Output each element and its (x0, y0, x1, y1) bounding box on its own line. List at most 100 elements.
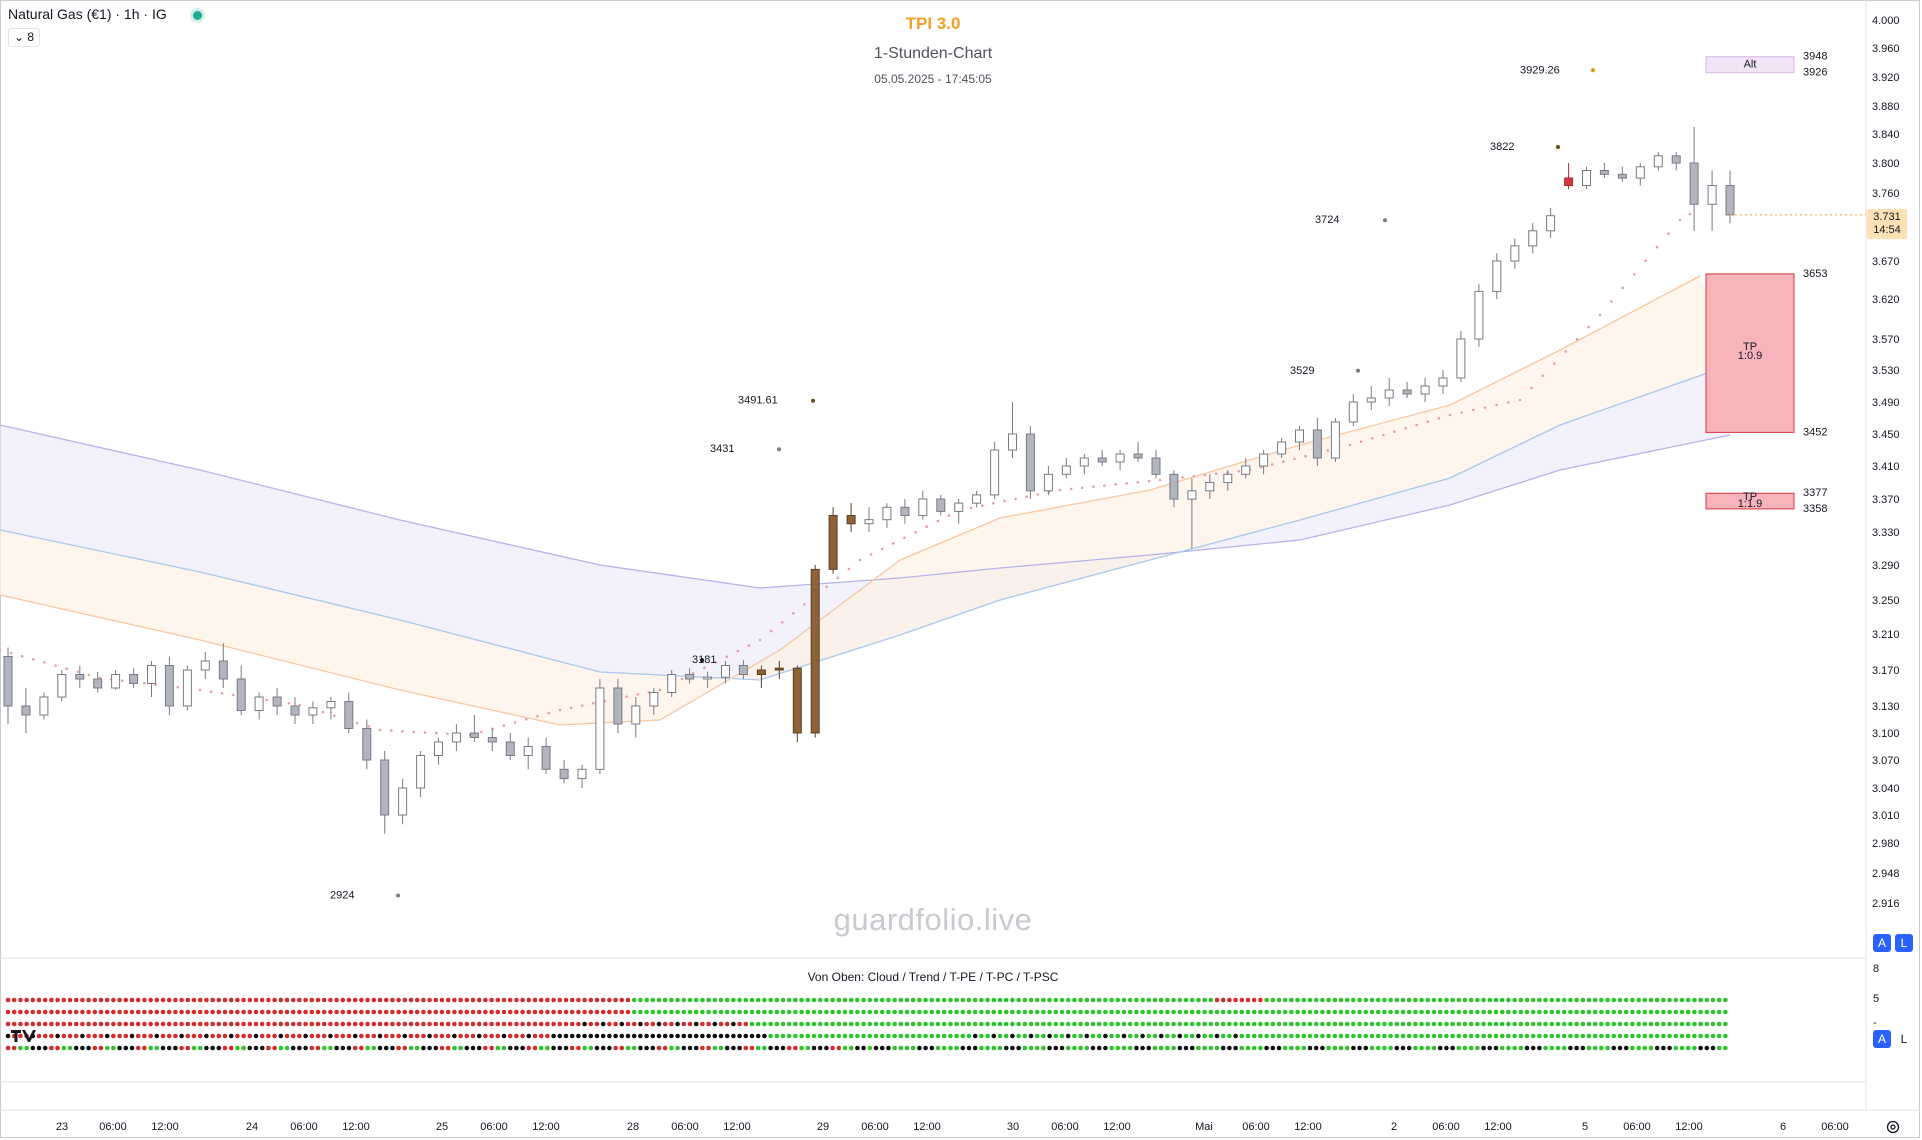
symbol-header[interactable]: Natural Gas (€1) · 1h · IG (8, 6, 202, 22)
signal-dot (247, 1033, 253, 1039)
signal-dot (1574, 1009, 1579, 1015)
signal-dot (582, 997, 587, 1003)
signal-dot (948, 1021, 953, 1027)
signal-dot (638, 1045, 643, 1051)
signal-dot (1140, 1033, 1145, 1039)
signal-dot (464, 997, 470, 1003)
signal-dot (1146, 997, 1152, 1003)
auto-scale-button[interactable]: A (1873, 934, 1891, 952)
signal-dot (129, 1009, 135, 1015)
signal-dot (1171, 1033, 1176, 1039)
settings-icon[interactable] (1886, 1120, 1900, 1134)
candle-body (972, 494, 982, 504)
signal-dot (545, 1009, 550, 1015)
signal-dot (154, 1033, 160, 1039)
signal-dot (1419, 1009, 1424, 1015)
chart-timestamp: 05.05.2025 - 17:45:05 (874, 72, 992, 86)
signal-dot (526, 1033, 532, 1039)
signal-dot (1264, 997, 1269, 1003)
signal-dot (464, 1033, 470, 1039)
signal-dot (272, 1009, 277, 1015)
candle-body (1510, 245, 1520, 262)
signal-dot (1177, 1033, 1183, 1039)
signal-dot (1084, 1045, 1090, 1051)
candle-body (774, 667, 784, 671)
signal-dot (396, 1033, 401, 1039)
signal-dot (1028, 1009, 1034, 1015)
signal-dot (1580, 997, 1586, 1003)
signal-dot (1047, 1033, 1052, 1039)
signal-dot (1617, 1021, 1623, 1027)
signal-dot (855, 1033, 860, 1039)
signal-dot (681, 1021, 687, 1027)
trail-stop-dot (120, 679, 124, 682)
signal-dot (997, 1009, 1003, 1015)
sub-log-scale-button[interactable]: L (1900, 1032, 1908, 1046)
signal-dot (1047, 1045, 1052, 1051)
signal-dot (1605, 997, 1610, 1003)
signal-dot (1623, 1045, 1629, 1051)
signal-dot (111, 1033, 116, 1039)
signal-dot (1165, 1045, 1170, 1051)
sub-auto-scale-button[interactable]: A (1873, 1030, 1891, 1048)
candle (1707, 170, 1717, 231)
signal-dot (1524, 1033, 1530, 1039)
signal-dot (582, 1021, 587, 1027)
signal-dot (92, 1045, 98, 1051)
signal-dot (1518, 1021, 1524, 1027)
signal-dot (631, 1021, 637, 1027)
signal-dot (1016, 1045, 1021, 1051)
candle (954, 499, 964, 524)
signal-dot (985, 1033, 990, 1039)
signal-dot (1456, 1009, 1462, 1015)
signal-dot (1010, 997, 1015, 1003)
signal-dot (1214, 1045, 1220, 1051)
signal-dot (1003, 1033, 1009, 1039)
signal-dot (185, 1033, 191, 1039)
x-tick-label: 28 (627, 1121, 639, 1133)
signal-dot (687, 1021, 693, 1027)
signal-dot (799, 1045, 804, 1051)
signal-dot (1710, 1021, 1716, 1027)
signal-dot (1450, 1045, 1455, 1051)
signal-dot (297, 1033, 302, 1039)
signal-dot (799, 1033, 804, 1039)
candle (1384, 378, 1394, 406)
signal-dot (1698, 997, 1703, 1003)
signal-dot (1134, 997, 1139, 1003)
signal-dot (966, 1033, 972, 1039)
signal-dot (935, 1009, 941, 1015)
signal-dot (1084, 1009, 1090, 1015)
signal-dot (1351, 1021, 1356, 1027)
y-tick-label: 3.620 (1872, 294, 1900, 306)
trail-stop-dot (9, 651, 13, 655)
signal-dot (1642, 997, 1648, 1003)
signal-dot (718, 1009, 724, 1015)
trail-stop-dot (836, 576, 840, 580)
candle-body (182, 669, 192, 707)
signal-dot (755, 997, 761, 1003)
signal-dot (1537, 1009, 1542, 1015)
signal-dot (613, 1021, 618, 1027)
trail-stop-dot (1426, 420, 1430, 424)
signal-dot (495, 1045, 501, 1051)
log-scale-button[interactable]: L (1895, 934, 1913, 952)
signal-dot (36, 1045, 42, 1051)
trail-stop-dot (892, 542, 895, 545)
signal-dot (762, 997, 767, 1003)
signal-dot (1245, 1021, 1251, 1027)
signal-dot (1530, 997, 1536, 1003)
signal-dot (390, 997, 395, 1003)
signal-dot (731, 1009, 736, 1015)
signal-dot (588, 1021, 594, 1027)
signal-dot (204, 1033, 209, 1039)
cloud-band-fast (0, 276, 1730, 725)
indicator-toggle-button[interactable]: ⌄ 8 (8, 28, 41, 47)
signal-dot (979, 997, 984, 1003)
signal-dot (1673, 1021, 1679, 1027)
trail-stop-dot (1203, 473, 1207, 477)
signal-dot (1462, 997, 1468, 1003)
signal-dot (117, 997, 122, 1003)
signal-dot (42, 1021, 48, 1027)
